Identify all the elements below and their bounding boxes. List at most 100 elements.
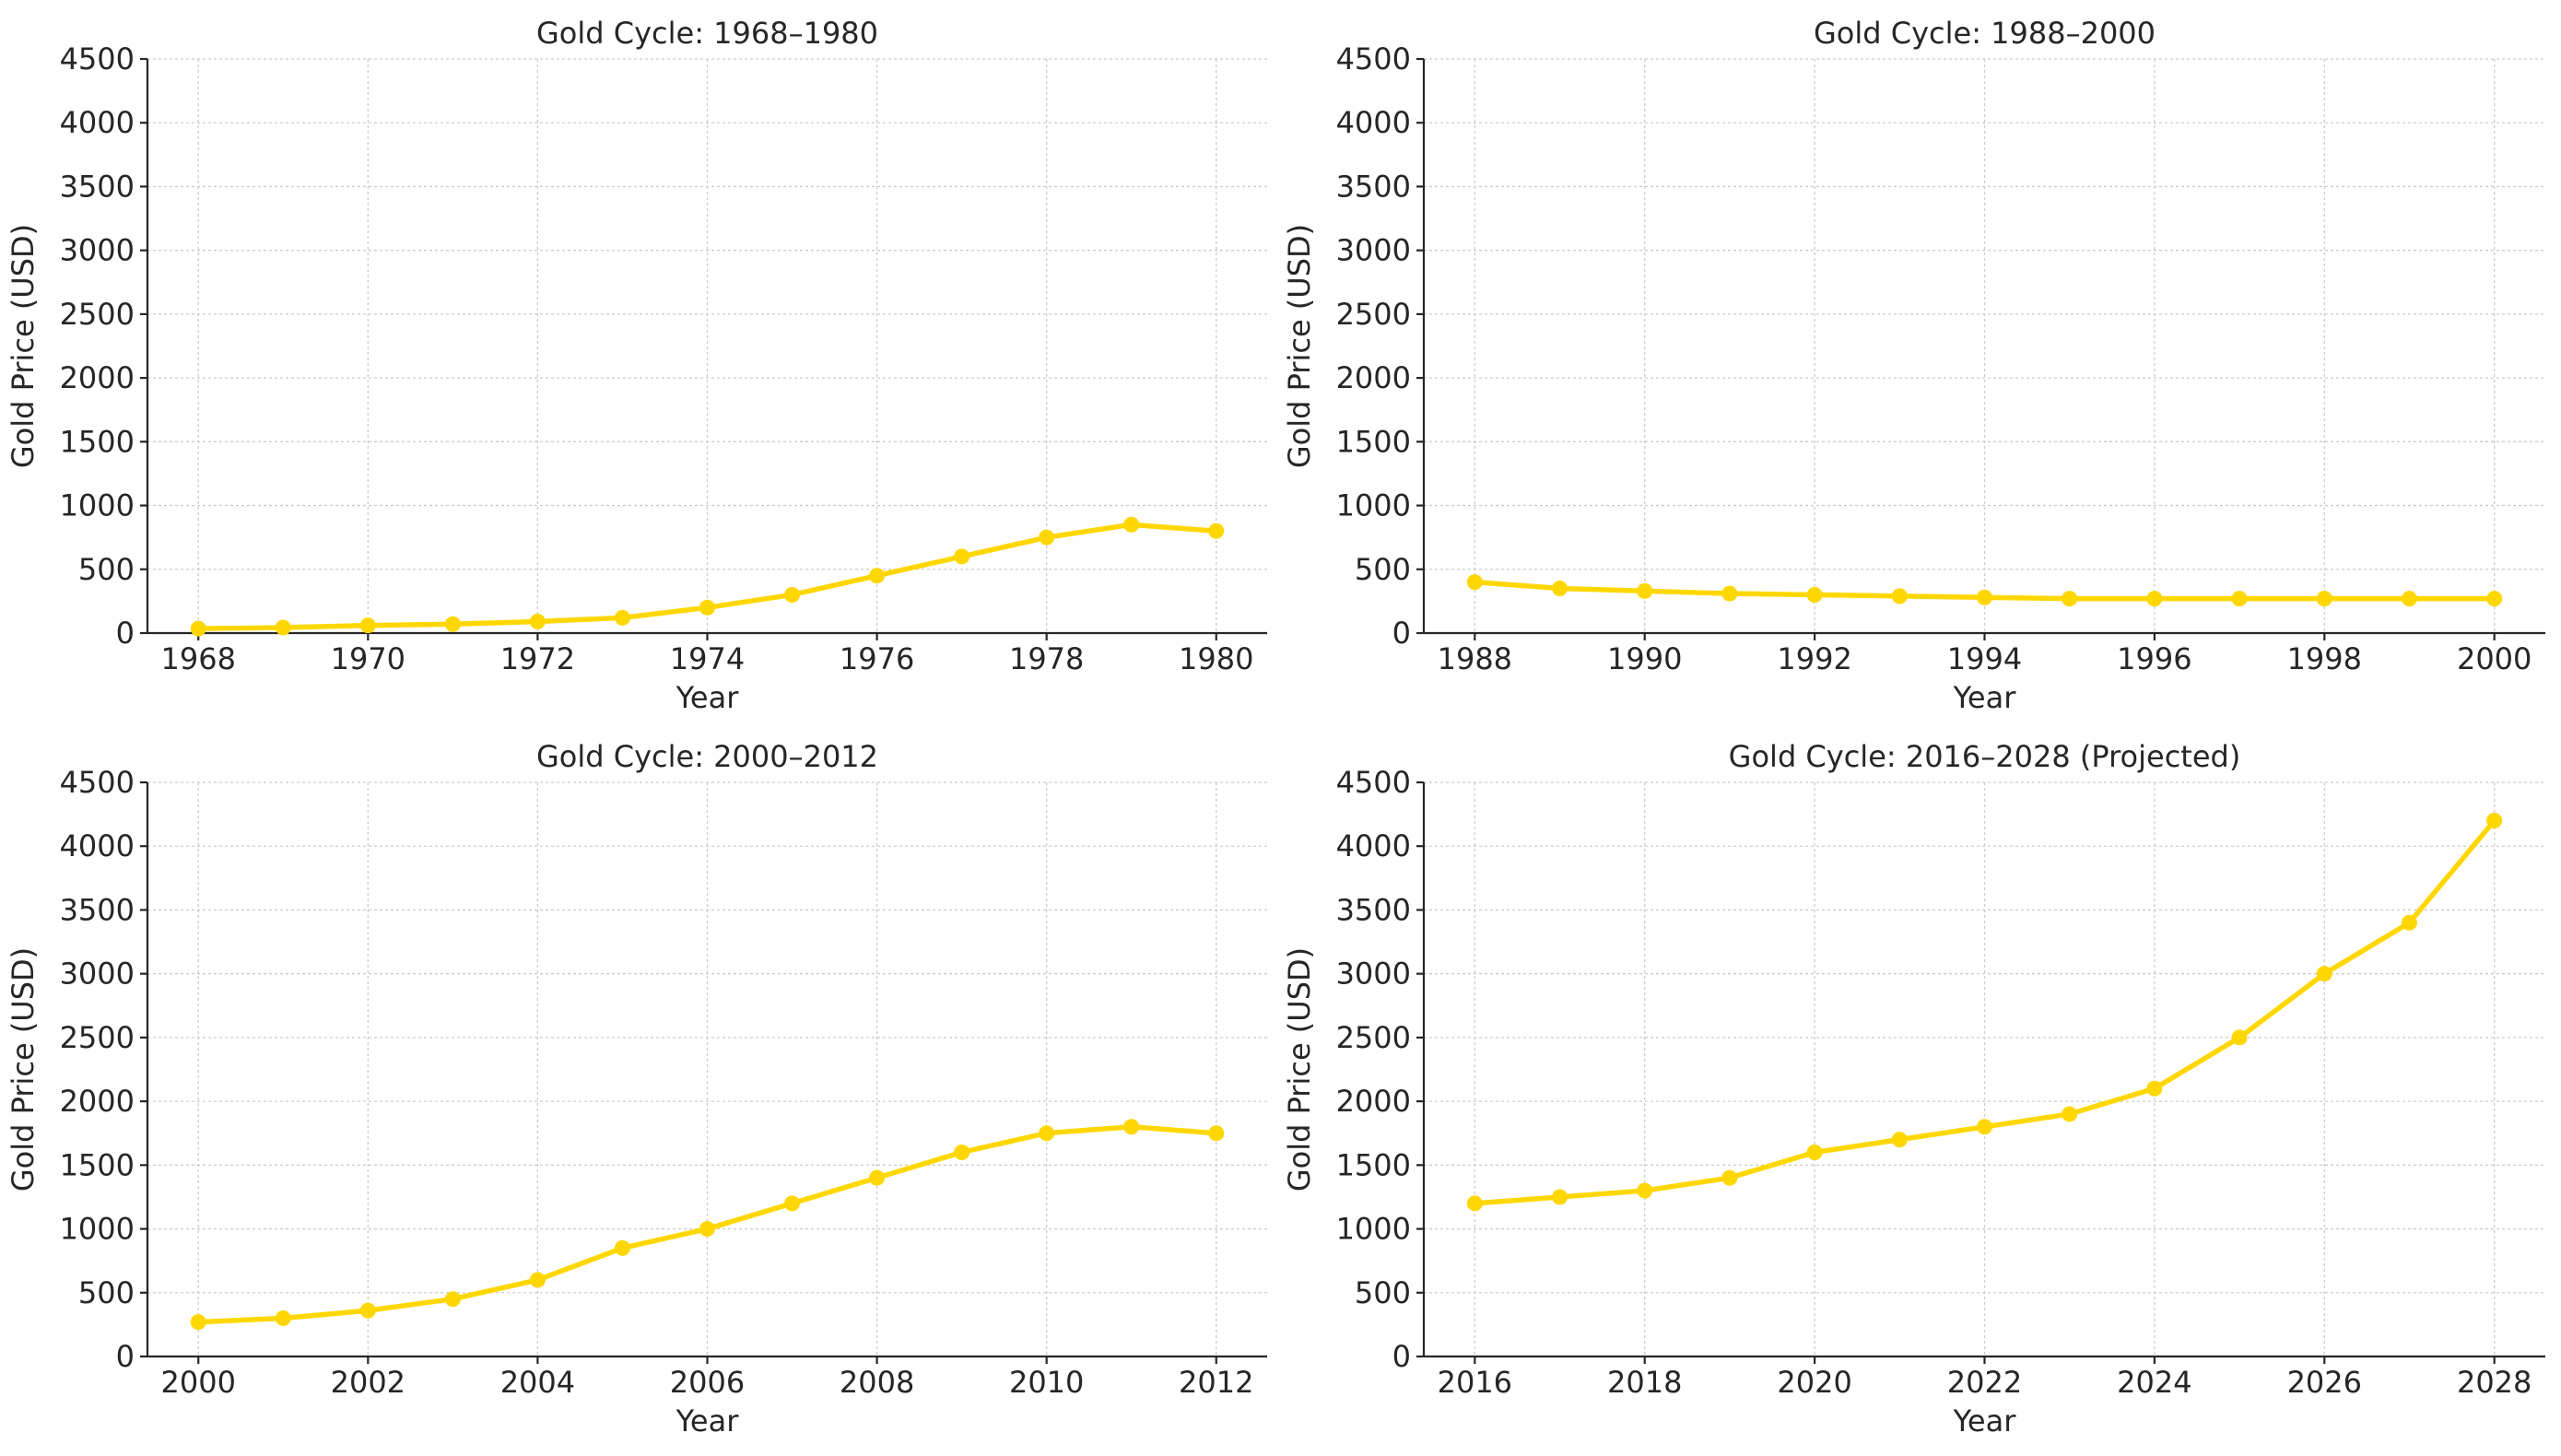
y-tick-label: 3000: [1336, 957, 1411, 992]
x-tick-label: 1976: [840, 641, 914, 676]
x-tick-label: 1980: [1179, 641, 1253, 676]
y-tick-label: 3500: [60, 169, 135, 204]
data-point: [1039, 529, 1055, 546]
y-tick-label: 500: [78, 552, 135, 587]
y-tick-label: 3500: [1336, 169, 1411, 204]
y-tick-label: 4500: [60, 41, 135, 76]
y-tick-label: 2500: [1336, 297, 1411, 332]
data-point: [2316, 966, 2332, 982]
chart-title: Gold Cycle: 1968–1980: [536, 16, 878, 51]
x-tick-label: 1998: [2287, 641, 2362, 676]
data-point: [2401, 591, 2417, 607]
x-tick-label: 2008: [840, 1365, 914, 1400]
data-point: [1806, 1144, 1823, 1160]
data-point: [2231, 591, 2248, 607]
data-point: [1039, 1125, 1055, 1142]
y-tick-label: 1000: [60, 1212, 135, 1247]
chart-panel-2: 0 500 1000 1500 2000 2500 3000 3500 4000 4500 1988…: [1282, 16, 2545, 715]
x-axis-label: Year: [1953, 680, 2017, 715]
y-tick-label: 3000: [60, 233, 135, 268]
y-axis-label: Gold Price (USD): [1282, 224, 1317, 468]
x-tick-label: 2006: [670, 1365, 745, 1400]
data-point: [1208, 523, 1225, 539]
y-tick-label: 1500: [60, 1147, 135, 1182]
x-tick-label: 1994: [1947, 641, 2022, 676]
y-tick-label: 2000: [1336, 1084, 1411, 1119]
data-point: [190, 620, 206, 637]
x-tick-label: 2000: [2457, 641, 2532, 676]
y-axis-label: Gold Price (USD): [1282, 947, 1317, 1192]
data-point: [1552, 581, 1568, 597]
y-tick-label: 3500: [60, 892, 135, 927]
x-tick-label: 1974: [670, 641, 745, 676]
y-tick-label: 2500: [1336, 1020, 1411, 1055]
data-point: [1466, 574, 1483, 591]
data-point: [1891, 1132, 1908, 1148]
y-axis-label: Gold Price (USD): [6, 224, 41, 468]
data-point: [359, 617, 376, 634]
x-tick-label: 1972: [500, 641, 575, 676]
data-point: [275, 619, 291, 636]
x-tick-label: 2024: [2117, 1365, 2191, 1400]
y-tick-label: 2500: [60, 1020, 135, 1055]
chart-title: Gold Cycle: 2000–2012: [536, 739, 878, 774]
chart-panel-1: 0 500 1000 1500 2000 2500 3000 3500 4000 4500 1968…: [6, 16, 1267, 715]
y-tick-label: 1000: [1336, 1212, 1411, 1247]
x-axis-label: Year: [675, 1403, 740, 1438]
y-tick-label: 500: [1355, 552, 1411, 587]
y-tick-label: 0: [116, 616, 135, 651]
data-point: [2146, 1080, 2163, 1097]
data-point: [2231, 1029, 2248, 1046]
x-tick-label: 2010: [1009, 1365, 1084, 1400]
data-point: [614, 609, 630, 626]
data-point: [1721, 585, 1738, 602]
x-tick-label: 2026: [2287, 1365, 2362, 1400]
y-tick-label: 3000: [1336, 233, 1411, 268]
y-tick-label: 0: [1392, 616, 1411, 651]
x-tick-label: 1988: [1438, 641, 1512, 676]
data-point: [1208, 1125, 1225, 1142]
x-tick-label: 2022: [1947, 1365, 2022, 1400]
y-tick-label: 4000: [60, 828, 135, 863]
data-point: [784, 586, 801, 603]
data-point: [954, 1144, 970, 1160]
x-tick-label: 2028: [2457, 1365, 2532, 1400]
x-axis-label: Year: [675, 680, 740, 715]
data-point: [444, 1291, 461, 1308]
y-tick-label: 3000: [60, 957, 135, 992]
y-tick-label: 1500: [60, 424, 135, 459]
data-point: [2146, 591, 2163, 607]
data-point: [1977, 1119, 1992, 1135]
y-tick-label: 4500: [60, 765, 135, 800]
data-point: [1891, 588, 1908, 605]
data-point: [954, 548, 970, 565]
x-tick-label: 2000: [161, 1365, 236, 1400]
y-tick-label: 500: [78, 1275, 135, 1310]
y-tick-label: 2000: [60, 360, 135, 395]
chart-panel-4: 0 500 1000 1500 2000 2500 3000 3500 4000 4500 2016…: [1282, 739, 2545, 1438]
y-tick-label: 4500: [1336, 41, 1411, 76]
x-tick-label: 1992: [1777, 641, 1851, 676]
y-tick-label: 4000: [60, 105, 135, 140]
data-point: [2062, 591, 2078, 607]
x-tick-label: 1996: [2117, 641, 2191, 676]
data-point: [784, 1195, 801, 1212]
y-tick-label: 0: [1392, 1339, 1411, 1374]
data-point: [1806, 586, 1823, 603]
x-tick-label: 2020: [1777, 1365, 1851, 1400]
chart-panel-3: 0 500 1000 1500 2000 2500 3000 3500 4000 4500 2000…: [6, 739, 1267, 1438]
data-point: [2062, 1106, 2078, 1122]
x-tick-label: 2012: [1179, 1365, 1253, 1400]
y-tick-label: 1000: [60, 488, 135, 523]
y-tick-label: 0: [116, 1339, 135, 1374]
y-tick-label: 2000: [60, 1084, 135, 1119]
x-tick-label: 2016: [1438, 1365, 1512, 1400]
data-point: [699, 1221, 715, 1238]
x-tick-label: 2018: [1607, 1365, 1682, 1400]
data-point: [1123, 1119, 1140, 1135]
y-tick-label: 4000: [1336, 828, 1411, 863]
data-point: [190, 1314, 206, 1331]
y-tick-label: 4000: [1336, 105, 1411, 140]
data-point: [529, 614, 546, 630]
